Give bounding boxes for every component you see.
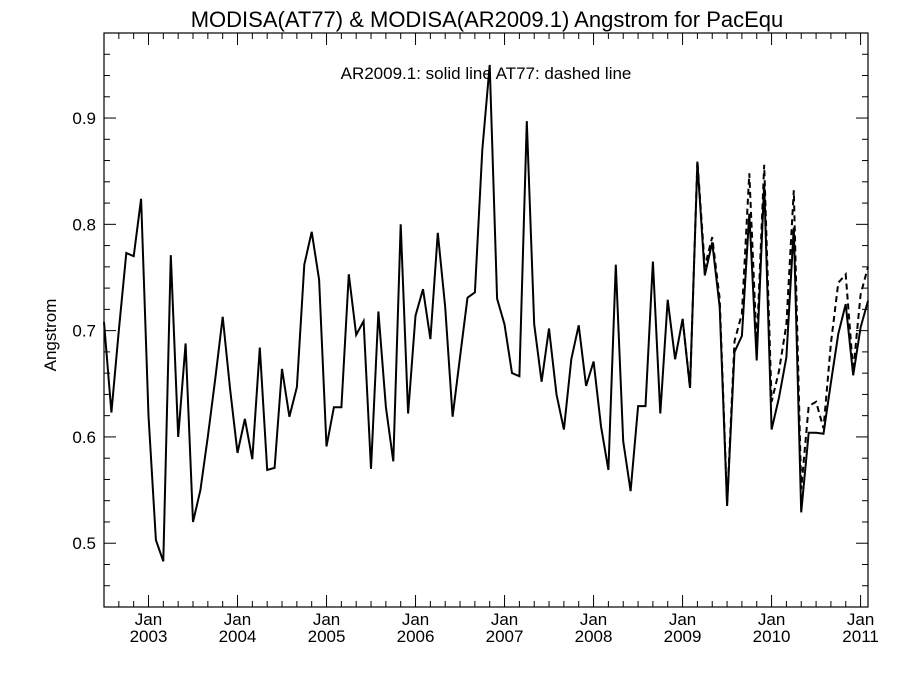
x-tick-label-month: Jan <box>313 610 340 629</box>
y-tick-label: 0.6 <box>72 428 96 447</box>
tick-labels: 0.50.60.70.80.9Jan2003Jan2004Jan2005Jan2… <box>72 109 879 646</box>
x-tick-label-year: 2007 <box>486 627 524 646</box>
plot-frame <box>103 32 869 608</box>
x-tick-label-year: 2006 <box>397 627 435 646</box>
chart-title: MODISA(AT77) & MODISA(AR2009.1) Angstrom… <box>191 7 784 32</box>
axis-ticks <box>103 32 868 608</box>
series-line-ar2009-1 <box>103 64 869 562</box>
x-tick-label-month: Jan <box>491 610 518 629</box>
x-tick-label-year: 2003 <box>130 627 168 646</box>
x-tick-label-year: 2008 <box>575 627 613 646</box>
x-tick-label-month: Jan <box>758 610 785 629</box>
x-tick-label-month: Jan <box>847 610 874 629</box>
series-line-at77 <box>681 160 869 503</box>
chart-annotation: AR2009.1: solid line AT77: dashed line <box>341 64 632 83</box>
y-tick-label: 0.9 <box>72 109 96 128</box>
x-tick-label-year: 2010 <box>753 627 791 646</box>
x-tick-label-month: Jan <box>580 610 607 629</box>
series-lines <box>103 64 869 562</box>
x-tick-label-month: Jan <box>135 610 162 629</box>
x-tick-label-month: Jan <box>224 610 251 629</box>
x-tick-label-year: 2004 <box>219 627 257 646</box>
x-tick-label-month: Jan <box>669 610 696 629</box>
x-tick-label-month: Jan <box>402 610 429 629</box>
x-tick-label-year: 2009 <box>664 627 702 646</box>
y-tick-label: 0.5 <box>72 534 96 553</box>
x-tick-label-year: 2005 <box>308 627 346 646</box>
x-tick-label-year: 2011 <box>842 627 879 646</box>
y-tick-label: 0.7 <box>72 322 96 341</box>
y-axis-label: Angstrom <box>41 299 60 372</box>
y-tick-label: 0.8 <box>72 215 96 234</box>
